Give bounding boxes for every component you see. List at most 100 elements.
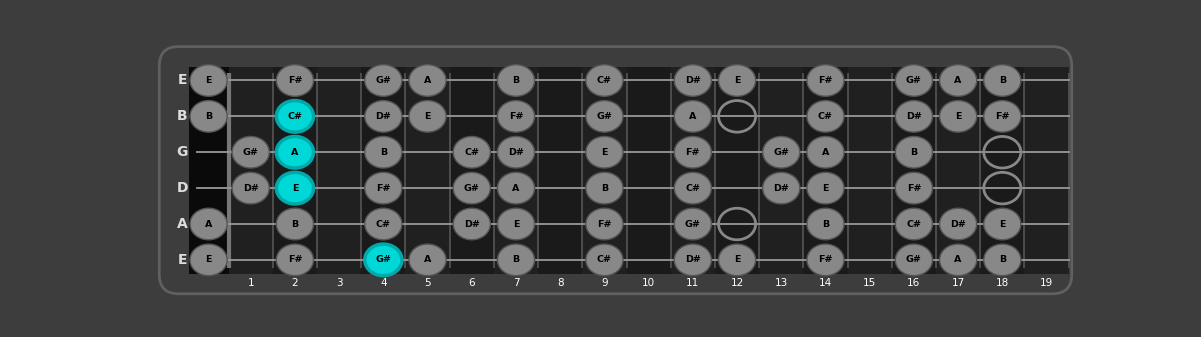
Text: 14: 14 <box>819 278 832 288</box>
Text: D#: D# <box>685 76 700 85</box>
Text: E: E <box>513 219 519 228</box>
Text: 11: 11 <box>686 278 699 288</box>
Text: F#: F# <box>376 184 390 193</box>
Ellipse shape <box>365 244 402 276</box>
Ellipse shape <box>232 172 269 204</box>
Text: G#: G# <box>906 76 922 85</box>
Text: 10: 10 <box>643 278 656 288</box>
Text: D#: D# <box>464 219 479 228</box>
Bar <box>228 67 1069 274</box>
Text: B: B <box>205 112 213 121</box>
Text: C#: C# <box>376 219 390 228</box>
Ellipse shape <box>718 65 755 96</box>
Text: A: A <box>513 184 520 193</box>
Ellipse shape <box>232 136 269 168</box>
Text: F#: F# <box>686 148 700 157</box>
Text: D: D <box>177 181 189 195</box>
Text: B: B <box>821 219 829 228</box>
Ellipse shape <box>674 208 711 240</box>
FancyBboxPatch shape <box>160 47 1071 294</box>
Ellipse shape <box>497 172 534 204</box>
Ellipse shape <box>276 65 313 96</box>
Text: B: B <box>513 255 520 265</box>
Text: A: A <box>424 76 431 85</box>
Ellipse shape <box>984 244 1021 276</box>
Text: E: E <box>178 253 187 267</box>
Text: C#: C# <box>465 148 479 157</box>
Text: D#: D# <box>773 184 789 193</box>
Ellipse shape <box>586 244 623 276</box>
Ellipse shape <box>674 136 711 168</box>
Ellipse shape <box>190 208 227 240</box>
Ellipse shape <box>939 244 976 276</box>
Text: E: E <box>734 76 740 85</box>
Text: A: A <box>424 255 431 265</box>
Bar <box>627 67 670 274</box>
Text: E: E <box>999 219 1005 228</box>
Ellipse shape <box>895 244 932 276</box>
Text: 16: 16 <box>907 278 920 288</box>
Bar <box>449 67 494 274</box>
Bar <box>228 67 273 274</box>
Text: G#: G# <box>773 148 789 157</box>
Text: E: E <box>178 73 187 88</box>
Ellipse shape <box>807 65 844 96</box>
Ellipse shape <box>895 100 932 132</box>
Text: B: B <box>177 110 187 123</box>
Text: F#: F# <box>288 255 303 265</box>
Text: F#: F# <box>907 184 921 193</box>
Text: G#: G# <box>376 76 392 85</box>
Text: B: B <box>600 184 608 193</box>
Text: C#: C# <box>818 112 833 121</box>
Text: G#: G# <box>464 184 479 193</box>
Text: G#: G# <box>597 112 613 121</box>
Ellipse shape <box>410 100 446 132</box>
Text: 7: 7 <box>513 278 519 288</box>
Ellipse shape <box>276 208 313 240</box>
Ellipse shape <box>497 100 534 132</box>
Ellipse shape <box>453 208 490 240</box>
Bar <box>273 67 317 274</box>
Ellipse shape <box>807 100 844 132</box>
Ellipse shape <box>984 208 1021 240</box>
Text: B: B <box>910 148 918 157</box>
Bar <box>582 67 627 274</box>
Ellipse shape <box>410 244 446 276</box>
Text: G: G <box>177 145 189 159</box>
Ellipse shape <box>276 136 313 168</box>
Text: F#: F# <box>996 112 1010 121</box>
Text: D#: D# <box>376 112 392 121</box>
Ellipse shape <box>586 65 623 96</box>
Text: A: A <box>205 219 213 228</box>
Text: F#: F# <box>818 255 832 265</box>
Bar <box>1024 67 1069 274</box>
Text: C#: C# <box>686 184 700 193</box>
Ellipse shape <box>674 100 711 132</box>
Text: E: E <box>205 76 211 85</box>
Ellipse shape <box>276 172 313 204</box>
Text: G#: G# <box>243 148 258 157</box>
Text: A: A <box>177 217 187 231</box>
Bar <box>803 67 848 274</box>
Text: B: B <box>292 219 299 228</box>
Text: 19: 19 <box>1040 278 1053 288</box>
Text: 4: 4 <box>380 278 387 288</box>
Ellipse shape <box>895 136 932 168</box>
Text: B: B <box>380 148 387 157</box>
Bar <box>406 67 449 274</box>
Text: G#: G# <box>685 219 700 228</box>
Ellipse shape <box>984 65 1021 96</box>
Text: 6: 6 <box>468 278 476 288</box>
Ellipse shape <box>497 244 534 276</box>
Ellipse shape <box>895 208 932 240</box>
Ellipse shape <box>807 172 844 204</box>
Text: E: E <box>955 112 961 121</box>
Bar <box>317 67 362 274</box>
Text: C#: C# <box>597 76 611 85</box>
Text: D#: D# <box>508 148 524 157</box>
Ellipse shape <box>674 172 711 204</box>
Text: B: B <box>513 76 520 85</box>
Text: C#: C# <box>287 112 303 121</box>
Bar <box>362 67 406 274</box>
Ellipse shape <box>763 172 800 204</box>
